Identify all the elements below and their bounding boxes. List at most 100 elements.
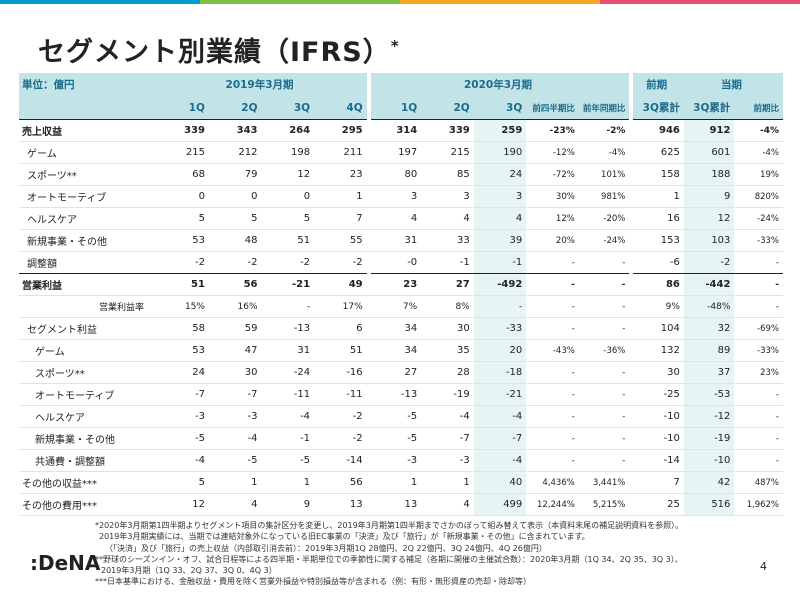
table-cell: 51: [156, 273, 209, 296]
table-cell: -24%: [757, 213, 779, 224]
table-cell: 51: [297, 235, 311, 246]
table-row: 調整額 -2 -2 -2 -2 -0 -1 -1- - -6 -2-: [19, 251, 783, 274]
table-cell: -: [571, 301, 575, 312]
table-cell: -: [775, 257, 779, 268]
row-label: ヘルスケア: [35, 413, 85, 424]
table-cell: 16: [667, 213, 680, 224]
table-cell: 259: [473, 119, 527, 142]
table-cell: -6: [669, 257, 680, 268]
table-cell: 30: [667, 367, 680, 378]
row-label: 営業利益: [19, 273, 157, 296]
table-cell: 31: [297, 345, 311, 356]
table-cell: 15%: [184, 301, 205, 312]
table-cell: -: [775, 389, 779, 400]
table-cell: 56: [208, 273, 262, 296]
table-cell: -: [775, 301, 779, 312]
table-cell: 3: [410, 191, 418, 202]
table-cell: -7: [194, 389, 205, 400]
table-cell: -3: [194, 411, 205, 422]
table-cell: 56: [349, 477, 363, 488]
table-cell: 30: [244, 367, 258, 378]
table-cell: 30%: [555, 191, 575, 202]
col-cum-prev: 3Q累計: [633, 96, 684, 120]
table-cell: -25: [663, 389, 680, 400]
table-cell: 820%: [754, 191, 779, 202]
row-label: オートモーティブ: [35, 391, 115, 402]
accent-segment: [400, 0, 600, 4]
table-cell: -: [571, 323, 575, 334]
table-row: 新規事業・その他 -5 -4 -1 -2 -5 -7 -7 - - -10 -19 -: [19, 427, 783, 450]
table-cell: 1: [410, 477, 418, 488]
table-cell: 86: [633, 273, 684, 296]
table-cell: 53: [192, 345, 205, 356]
table-cell: -: [622, 323, 626, 334]
unit-label: 単位：億円: [19, 73, 157, 96]
table-row: 売上収益 339 343 264 295 314 339 259 -23% -2% 946 912 -4…: [19, 119, 783, 142]
table-cell: 5: [251, 213, 258, 224]
table-cell: 0: [303, 191, 311, 202]
table-cell: 3,441%: [592, 477, 626, 488]
table-cell: -5: [407, 411, 418, 422]
page-title: セグメント別業績（IFRS）*: [38, 37, 400, 68]
table-cell: -36%: [603, 345, 626, 356]
dena-logo: :DeNA: [30, 551, 101, 575]
table-cell: 53: [192, 235, 205, 246]
table-cell: -19: [683, 427, 735, 450]
top-accent-bar: [0, 0, 800, 4]
table-cell: -1: [300, 433, 311, 444]
table-cell: -3: [407, 455, 418, 466]
table-row: セグメント利益 58 59 -13 6 34 30 -33 - - 104 32 -69%: [19, 317, 783, 340]
table-cell: -: [775, 433, 779, 444]
curr-period-header: 当期: [683, 73, 783, 96]
table-cell: 12: [297, 169, 311, 180]
table-cell: 7: [356, 213, 363, 224]
row-label: 新規事業・その他: [27, 237, 107, 248]
table-cell: 103: [683, 229, 735, 252]
col-q3: 3Q: [473, 96, 527, 120]
table-cell: 946: [633, 119, 684, 142]
table-cell: -16: [346, 367, 363, 378]
table-cell: -5: [247, 455, 258, 466]
table-cell: 3: [463, 191, 470, 202]
table-cell: 23%: [760, 367, 779, 378]
table-cell: -4: [300, 411, 311, 422]
table-cell: 215: [185, 147, 205, 158]
table-cell: 16%: [237, 301, 258, 312]
table-cell: 19%: [760, 169, 779, 180]
table-cell: 499: [473, 493, 527, 516]
table-cell: 212: [238, 147, 258, 158]
table-cell: 4: [251, 499, 258, 510]
accent-segment: [200, 0, 400, 4]
table-cell: -43%: [552, 345, 575, 356]
table-cell: 1: [356, 191, 363, 202]
table-cell: 9: [303, 499, 311, 510]
row-label: その他の収益***: [22, 479, 97, 490]
table-cell: 1,962%: [746, 499, 779, 510]
table-cell: 4: [410, 213, 418, 224]
table-cell: 32: [683, 317, 735, 340]
table-cell: -5: [194, 433, 205, 444]
table-cell: 48: [244, 235, 258, 246]
table-cell: 516: [683, 493, 735, 516]
table-cell: 49: [314, 273, 367, 296]
table-cell: 17%: [342, 301, 363, 312]
table-row: 共通費・調整額 -4 -5 -5 -14 -3 -3 -4- - -14 -10-: [19, 449, 783, 472]
table-cell: -4%: [762, 147, 779, 158]
col-q3: 3Q: [261, 96, 315, 120]
table-cell: 12: [683, 207, 735, 230]
table-cell: 0: [198, 191, 205, 202]
table-cell: -2: [352, 433, 363, 444]
table-cell: -3: [247, 411, 258, 422]
table-row: その他の費用*** 12 4 9 13 13 4 499 12,244% 5,215% 25 516 1…: [19, 493, 783, 516]
table-cell: 20: [473, 339, 527, 362]
table-cell: -: [571, 389, 575, 400]
table-cell: -4: [247, 433, 258, 444]
table-cell: -442: [683, 273, 735, 296]
table-cell: 625: [660, 147, 680, 158]
table-cell: -4%: [734, 119, 783, 142]
col-q2: 2Q: [421, 96, 474, 120]
table-cell: 0: [251, 191, 258, 202]
table-cell: 13: [404, 499, 418, 510]
footnote: *2020年3月期第1四半期よりセグメント項目の集計区分を変更し、2019年3月…: [95, 521, 684, 530]
table-cell: 912: [683, 119, 735, 142]
